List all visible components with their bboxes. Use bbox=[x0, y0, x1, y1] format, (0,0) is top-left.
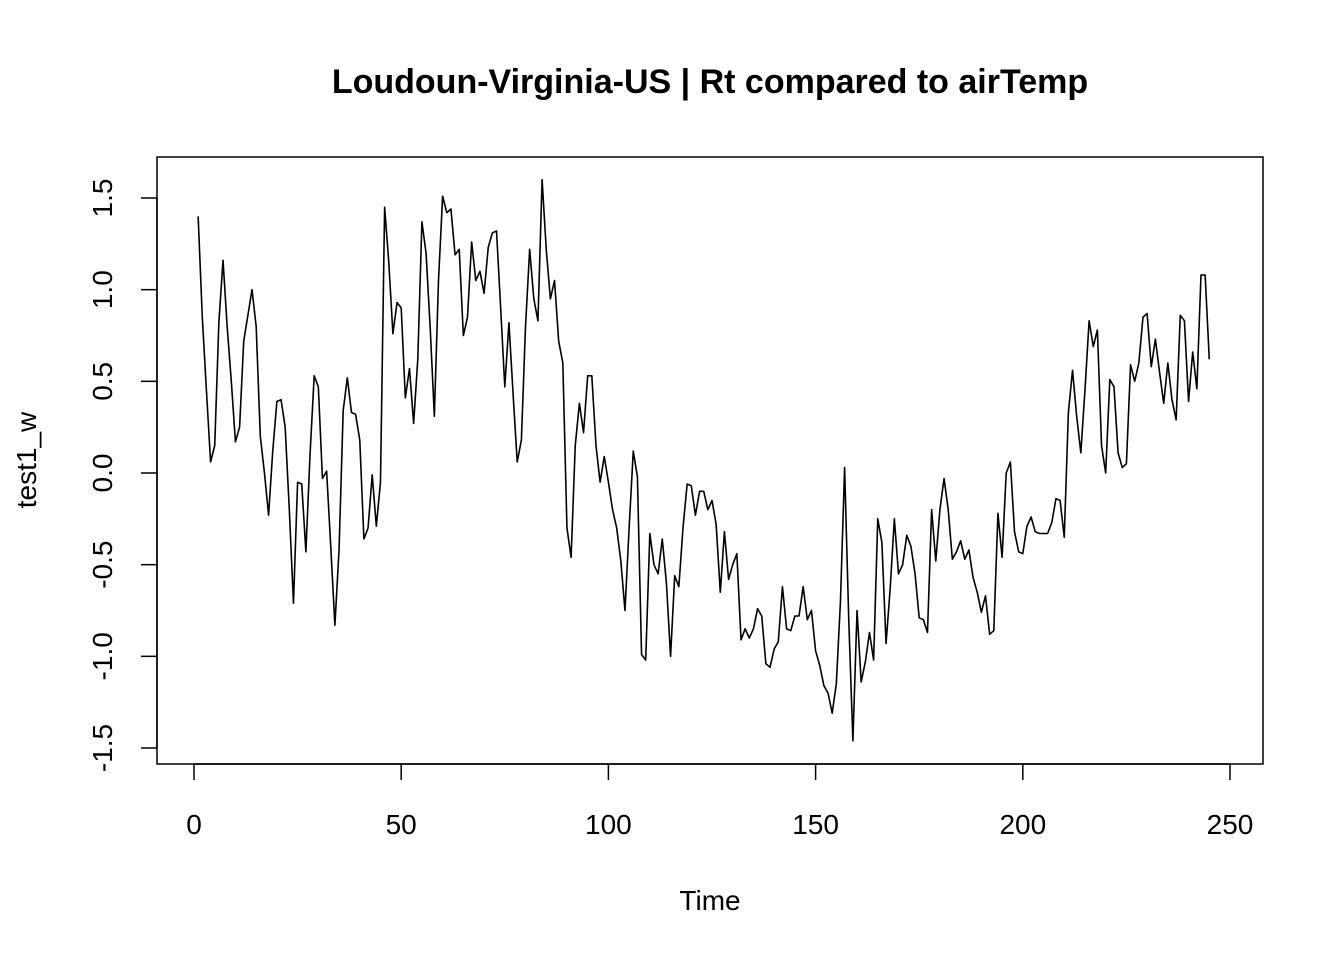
x-tick-label: 250 bbox=[1207, 809, 1254, 840]
y-tick-label: -1.5 bbox=[87, 724, 118, 772]
y-axis: -1.5 -1.0 -0.5 0.0 0.5 1.0 1.5 bbox=[87, 179, 158, 772]
y-tick-label: -1.0 bbox=[87, 632, 118, 680]
y-tick-label: -0.5 bbox=[87, 541, 118, 589]
x-axis: 0 50 100 150 200 250 bbox=[186, 763, 1254, 840]
x-tick-label: 0 bbox=[186, 809, 202, 840]
plot-frame bbox=[156, 156, 1264, 765]
x-tick-label: 100 bbox=[585, 809, 632, 840]
x-tick-label: 200 bbox=[999, 809, 1046, 840]
y-tick-label: 0.5 bbox=[87, 362, 118, 401]
chart-title: Loudoun-Virginia-US | Rt compared to air… bbox=[332, 63, 1088, 101]
x-axis-label: Time bbox=[679, 885, 740, 916]
series-line bbox=[197, 178, 1211, 742]
y-axis-label: test1_w bbox=[11, 411, 42, 508]
x-tick-label: 150 bbox=[792, 809, 839, 840]
y-tick-label: 1.0 bbox=[87, 270, 118, 309]
y-tick-label: 1.5 bbox=[87, 179, 118, 218]
x-tick-label: 50 bbox=[386, 809, 417, 840]
y-tick-label: 0.0 bbox=[87, 454, 118, 493]
